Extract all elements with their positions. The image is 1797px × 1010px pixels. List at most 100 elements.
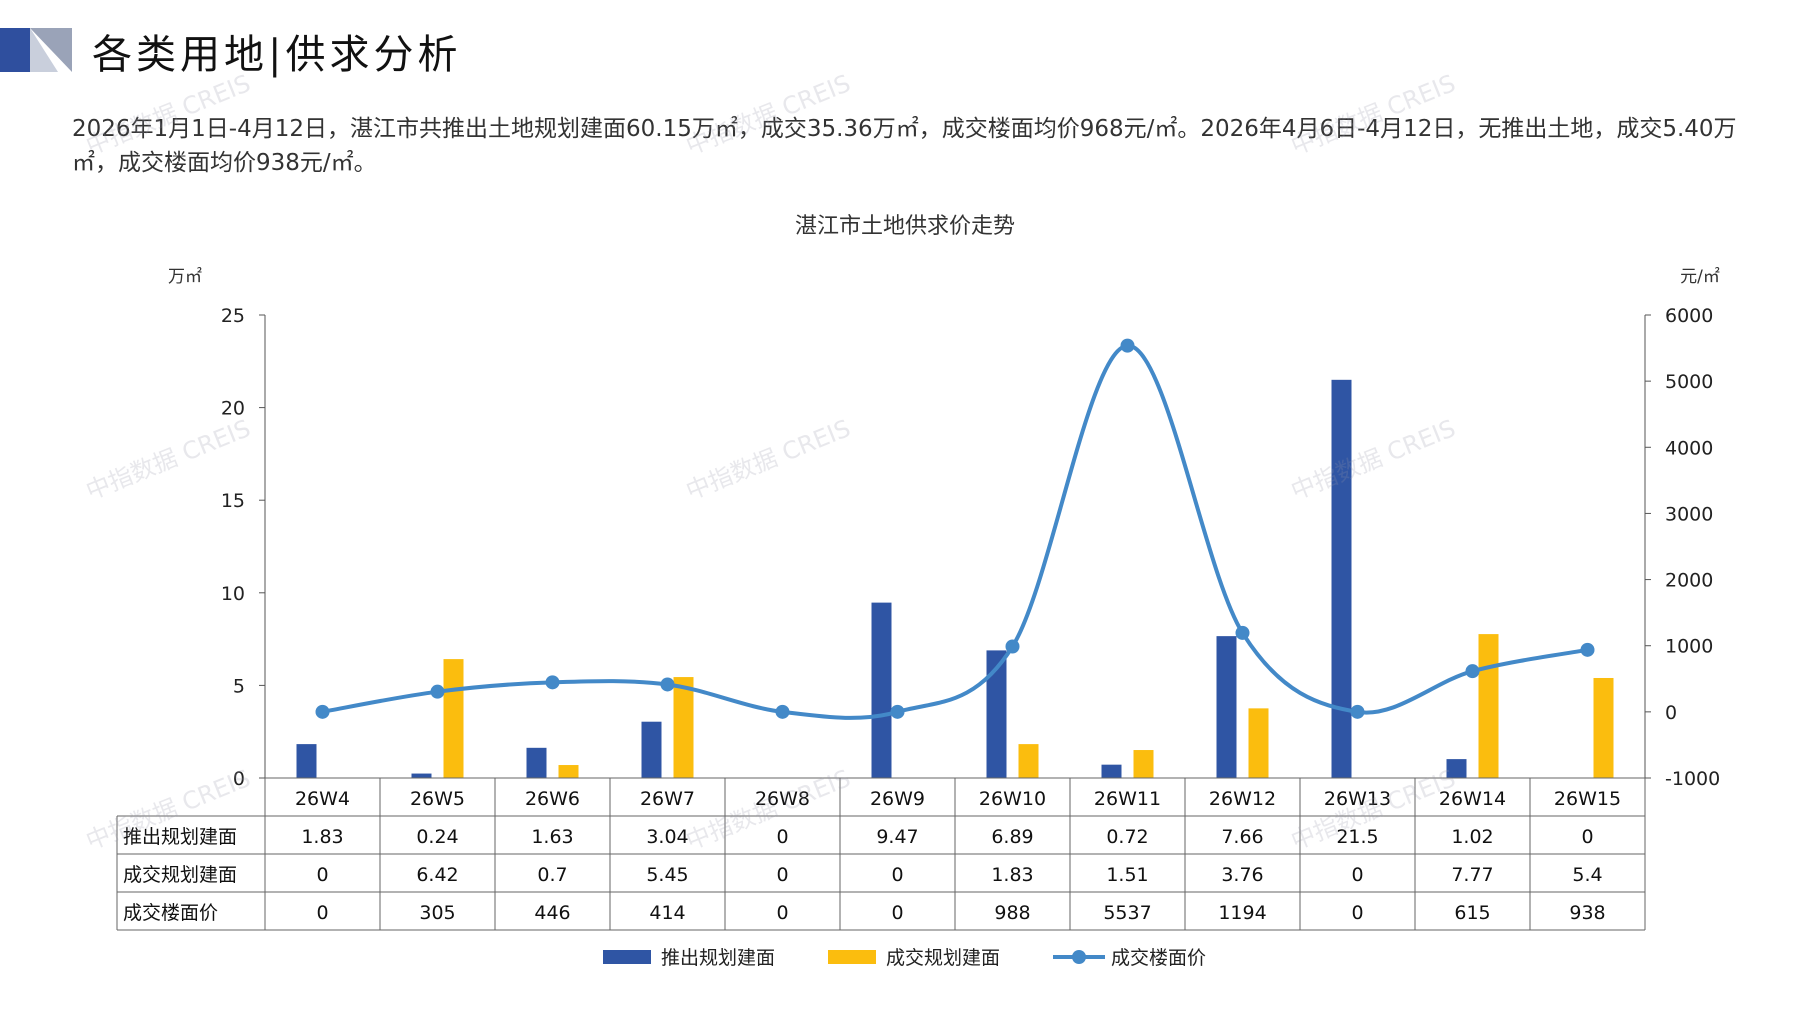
deal-bar (1248, 708, 1269, 778)
left-tick-label: 15 (221, 490, 245, 512)
price-point (890, 704, 905, 719)
data-label: 0.7 (537, 864, 567, 886)
right-tick-label: 5000 (1665, 371, 1713, 393)
data-label: 0 (776, 864, 788, 886)
data-label: 988 (994, 902, 1030, 924)
data-label: 6.42 (416, 864, 458, 886)
legend-swatch (828, 950, 876, 964)
axes: 0 5 10 15 20 25 -1000 0 1000 2000 3000 4000 5000 6000 (221, 305, 1720, 790)
data-label: 0 (776, 902, 788, 924)
category-label: 26W12 (1209, 788, 1276, 810)
price-point (1120, 338, 1135, 353)
page-title: 各类用地|供求分析 (92, 32, 462, 78)
category-label: 26W8 (755, 788, 810, 810)
category-label: 26W7 (640, 788, 695, 810)
data-label: 1.83 (991, 864, 1033, 886)
data-label: 0 (1351, 902, 1363, 924)
deal-bar (558, 765, 579, 778)
right-tick-label: 3000 (1665, 503, 1713, 525)
data-label: 1.51 (1106, 864, 1148, 886)
data-label: 7.77 (1451, 864, 1493, 886)
right-axis-unit: 元/㎡ (1680, 267, 1720, 287)
data-label: 21.5 (1336, 826, 1378, 848)
price-point (430, 684, 445, 699)
deal-bar (1133, 750, 1154, 778)
data-label: 9.47 (876, 826, 918, 848)
left-tick-label: 25 (221, 305, 245, 327)
right-tick-label: 1000 (1665, 636, 1713, 658)
data-label: 0 (1581, 826, 1593, 848)
left-axis-unit: 万㎡ (168, 267, 202, 287)
bars (296, 379, 1614, 778)
right-tick-label: 0 (1665, 702, 1677, 724)
legend-swatch (1072, 950, 1086, 964)
data-label: 1.83 (301, 826, 343, 848)
legend-swatch (603, 950, 651, 964)
price-line (315, 338, 1595, 720)
table-row-label: 推出规划建面 (123, 826, 237, 848)
data-label: 0.72 (1106, 826, 1148, 848)
data-label: 615 (1454, 902, 1490, 924)
deal-bar (443, 659, 464, 778)
right-tick-label: 4000 (1665, 437, 1713, 459)
data-label: 3.04 (646, 826, 688, 848)
deal-bar (1593, 677, 1614, 778)
supply-bar (1446, 759, 1467, 778)
price-point (315, 704, 330, 719)
legend-label: 成交规划建面 (886, 947, 1000, 969)
legend: 推出规划建面 成交规划建面 成交楼面价 (603, 947, 1206, 969)
data-label: 1.63 (531, 826, 573, 848)
supply-bar (526, 747, 547, 778)
right-tick-label: 6000 (1665, 305, 1713, 327)
data-label: 0 (776, 826, 788, 848)
price-point (1580, 642, 1595, 657)
category-label: 26W5 (410, 788, 465, 810)
category-label: 26W14 (1439, 788, 1506, 810)
supply-bar (986, 650, 1007, 778)
price-point (545, 675, 560, 690)
data-label: 0 (891, 864, 903, 886)
category-label: 26W13 (1324, 788, 1391, 810)
deal-bar (1478, 634, 1499, 778)
supply-bar (1101, 764, 1122, 778)
category-label: 26W6 (525, 788, 580, 810)
supply-bar (871, 602, 892, 778)
left-tick-label: 5 (233, 675, 245, 697)
price-point (660, 677, 675, 692)
summary-text: 2026年1月1日-4月12日，湛江市共推出土地规划建面60.15万㎡，成交35… (72, 116, 1737, 176)
data-label: 0 (316, 902, 328, 924)
supply-bar (1216, 636, 1237, 778)
right-tick-label: -1000 (1665, 768, 1720, 790)
supply-bar (1331, 379, 1352, 778)
chart-title: 湛江市土地供求价走势 (795, 214, 1015, 239)
data-label: 3.76 (1221, 864, 1263, 886)
deal-bar (1018, 744, 1039, 778)
left-tick-label: 0 (233, 768, 245, 790)
category-label: 26W10 (979, 788, 1046, 810)
data-label: 938 (1569, 902, 1605, 924)
category-label: 26W9 (870, 788, 925, 810)
legend-label: 成交楼面价 (1111, 947, 1206, 969)
brand-logo (0, 28, 72, 72)
data-label: 5.45 (646, 864, 688, 886)
category-label: 26W11 (1094, 788, 1161, 810)
price-line-path (322, 343, 1588, 720)
data-label: 1194 (1218, 902, 1266, 924)
price-point (1350, 704, 1365, 719)
data-label: 446 (534, 902, 570, 924)
data-label: 0.24 (416, 826, 458, 848)
data-label: 5.4 (1572, 864, 1602, 886)
deal-bar (673, 677, 694, 778)
supply-bar (641, 721, 662, 778)
price-point (1465, 664, 1480, 679)
data-label: 1.02 (1451, 826, 1493, 848)
data-label: 414 (649, 902, 685, 924)
data-label: 305 (419, 902, 455, 924)
data-label: 5537 (1103, 902, 1151, 924)
data-label: 0 (891, 902, 903, 924)
data-label: 0 (316, 864, 328, 886)
price-point (775, 704, 790, 719)
data-table: 26W4 26W5 26W6 26W7 26W8 26W9 26W10 26W11 26W12 2… (116, 777, 1646, 931)
supply-bar (411, 773, 432, 778)
